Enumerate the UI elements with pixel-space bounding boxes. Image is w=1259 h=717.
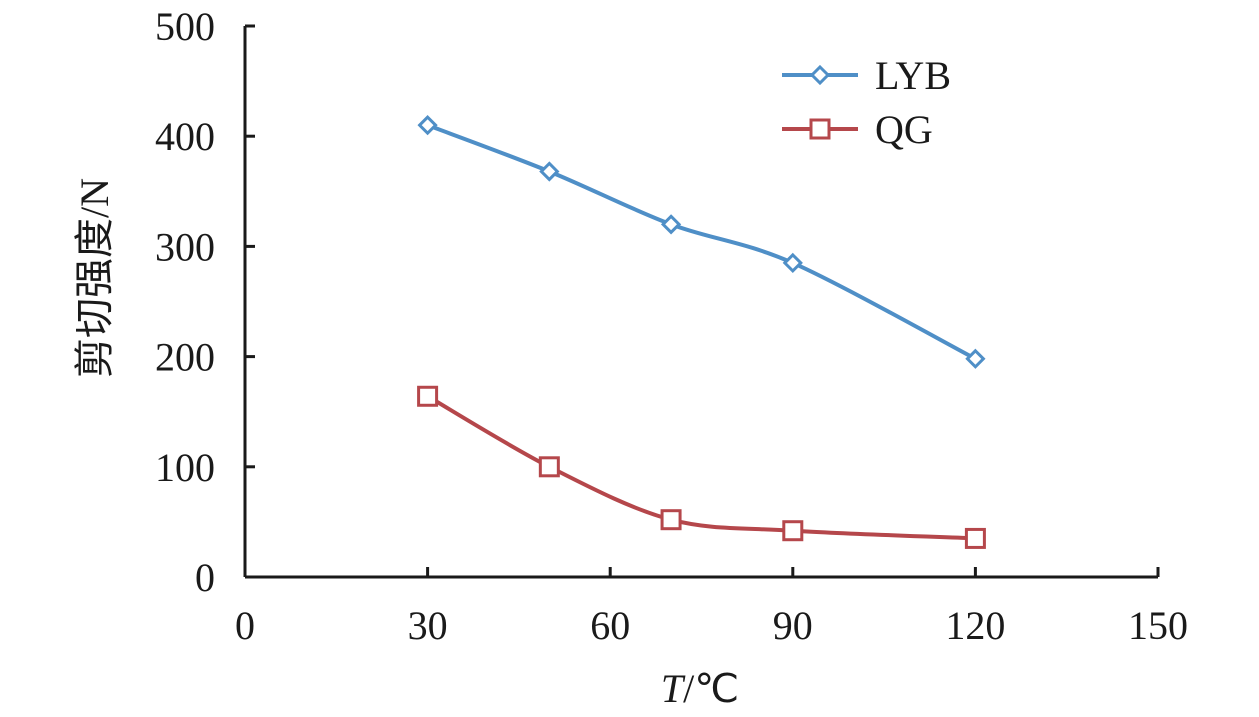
data-point-qg (538, 456, 560, 478)
legend-item-lyb: LYB (782, 53, 951, 98)
axes: 0 100 200 300 400 500 0 30 60 90 120 150 (155, 4, 1188, 648)
series-line-qg (426, 394, 976, 541)
y-tick-label: 200 (155, 335, 215, 380)
data-point-lyb (782, 252, 803, 274)
series-lyb (417, 115, 986, 369)
data-point-qg (782, 520, 804, 542)
data-point-lyb (965, 348, 986, 369)
data-point-lyb (660, 214, 682, 235)
x-tick-label: 90 (773, 603, 813, 648)
series-layer (417, 115, 986, 549)
y-tick-label: 400 (155, 114, 215, 159)
x-axis-title-italic: T (661, 666, 686, 711)
x-tick-label: 150 (1128, 603, 1188, 648)
data-point-lyb (417, 115, 438, 136)
x-axis-title: T/℃ (661, 666, 739, 711)
x-tick-label: 0 (235, 603, 255, 648)
legend-marker (809, 118, 831, 140)
legend: LYB QG (782, 53, 951, 152)
x-axis-title-unit: /℃ (683, 666, 739, 711)
series-qg (417, 385, 986, 549)
data-point-qg (417, 385, 439, 407)
y-axis-title: 剪切强度/N (72, 178, 117, 378)
x-tick-label: 60 (590, 603, 630, 648)
data-point-qg (660, 509, 682, 531)
series-line-lyb (426, 123, 977, 361)
data-point-qg (964, 527, 986, 549)
y-tick-label: 300 (155, 224, 215, 269)
legend-marker (809, 64, 831, 86)
y-tick-label: 500 (155, 4, 215, 49)
y-tick-label: 100 (155, 445, 215, 490)
data-point-lyb (539, 161, 560, 182)
legend-item-qg: QG (782, 107, 933, 152)
y-tick-label: 0 (195, 555, 215, 600)
x-tick-label: 120 (945, 603, 1005, 648)
legend-label: LYB (875, 53, 951, 98)
x-tick-label: 30 (408, 603, 448, 648)
legend-label: QG (875, 107, 933, 152)
